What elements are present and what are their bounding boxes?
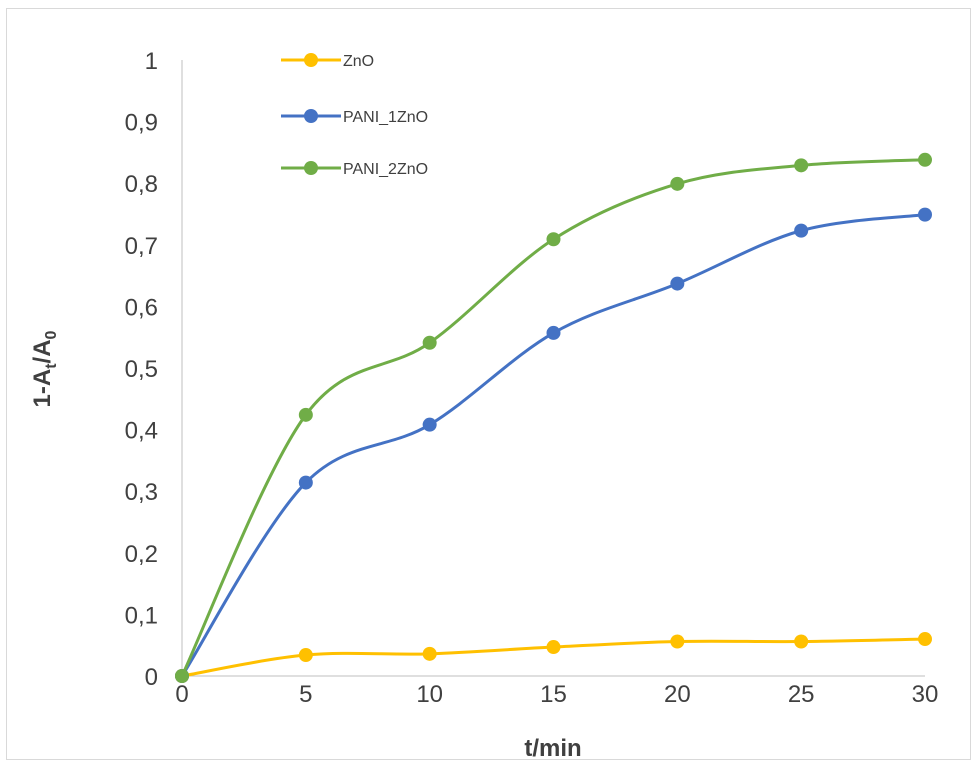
data-point xyxy=(546,232,561,247)
data-point xyxy=(298,648,313,663)
series-pani-2zno xyxy=(175,152,932,683)
axes xyxy=(181,60,925,677)
chart-frame xyxy=(6,8,971,760)
legend-item: PANI_1ZnO xyxy=(281,109,428,126)
x-tick-label: 5 xyxy=(299,681,312,708)
y-tick-label: 0 xyxy=(145,664,158,691)
x-tick-label: 20 xyxy=(664,681,691,708)
series-pani-1zno xyxy=(175,207,932,683)
series-line xyxy=(180,213,926,677)
x-tick-label: 30 xyxy=(912,681,939,708)
series-zno xyxy=(175,632,932,683)
data-point xyxy=(422,646,437,661)
y-tick-label: 0,1 xyxy=(125,602,158,629)
legend-label: PANI_1ZnO xyxy=(343,109,428,126)
data-point xyxy=(794,158,809,173)
y-tick-label: 0,7 xyxy=(125,233,158,260)
x-tick-labels: 0 5 10 15 20 25 30 xyxy=(175,681,938,708)
legend: ZnO PANI_1ZnO PANI_2ZnO xyxy=(281,53,428,178)
data-point xyxy=(298,407,313,422)
y-tick-label: 0,3 xyxy=(125,479,158,506)
x-tick-label: 15 xyxy=(540,681,567,708)
y-axis-title-mid: /A xyxy=(29,339,56,363)
data-point xyxy=(918,152,932,167)
y-tick-label: 0,5 xyxy=(125,356,158,383)
y-tick-label: 0,2 xyxy=(125,541,158,568)
y-tick-label: 1 xyxy=(145,48,158,75)
y-tick-label: 0,8 xyxy=(125,171,158,198)
legend-marker xyxy=(304,53,318,67)
legend-label: PANI_2ZnO xyxy=(343,161,428,178)
data-point xyxy=(546,325,561,340)
y-axis-title-sub1: t xyxy=(43,363,60,369)
data-point xyxy=(422,417,437,432)
series xyxy=(175,152,932,683)
data-point xyxy=(175,669,189,683)
data-point xyxy=(794,634,809,649)
legend-item: PANI_2ZnO xyxy=(281,161,428,178)
y-tick-label: 0,6 xyxy=(125,294,158,321)
legend-marker xyxy=(304,161,318,175)
legend-marker xyxy=(304,109,318,123)
y-tick-label: 0,9 xyxy=(125,110,158,137)
data-point xyxy=(918,207,932,222)
x-tick-label: 10 xyxy=(416,681,443,708)
x-tick-label: 0 xyxy=(175,681,188,708)
y-tick-labels: 0 0,1 0,2 0,3 0,4 0,5 0,6 0,7 0,8 0,9 1 xyxy=(125,48,158,691)
x-axis-title: t/min xyxy=(524,735,581,762)
data-point xyxy=(298,475,313,490)
x-tick-label: 25 xyxy=(788,681,815,708)
data-point xyxy=(918,632,932,647)
data-point xyxy=(794,223,809,238)
data-point xyxy=(670,634,685,649)
y-axis-title-sub2: 0 xyxy=(43,330,60,339)
data-point xyxy=(670,176,685,191)
data-point xyxy=(422,335,437,350)
legend-label: ZnO xyxy=(343,53,374,70)
y-tick-label: 0,4 xyxy=(125,418,158,445)
legend-item: ZnO xyxy=(281,53,374,70)
y-axis-title-main: 1-A xyxy=(29,369,56,408)
data-point xyxy=(546,640,561,655)
data-point xyxy=(670,276,685,291)
y-axis-title: 1-At/A0 xyxy=(29,330,60,407)
